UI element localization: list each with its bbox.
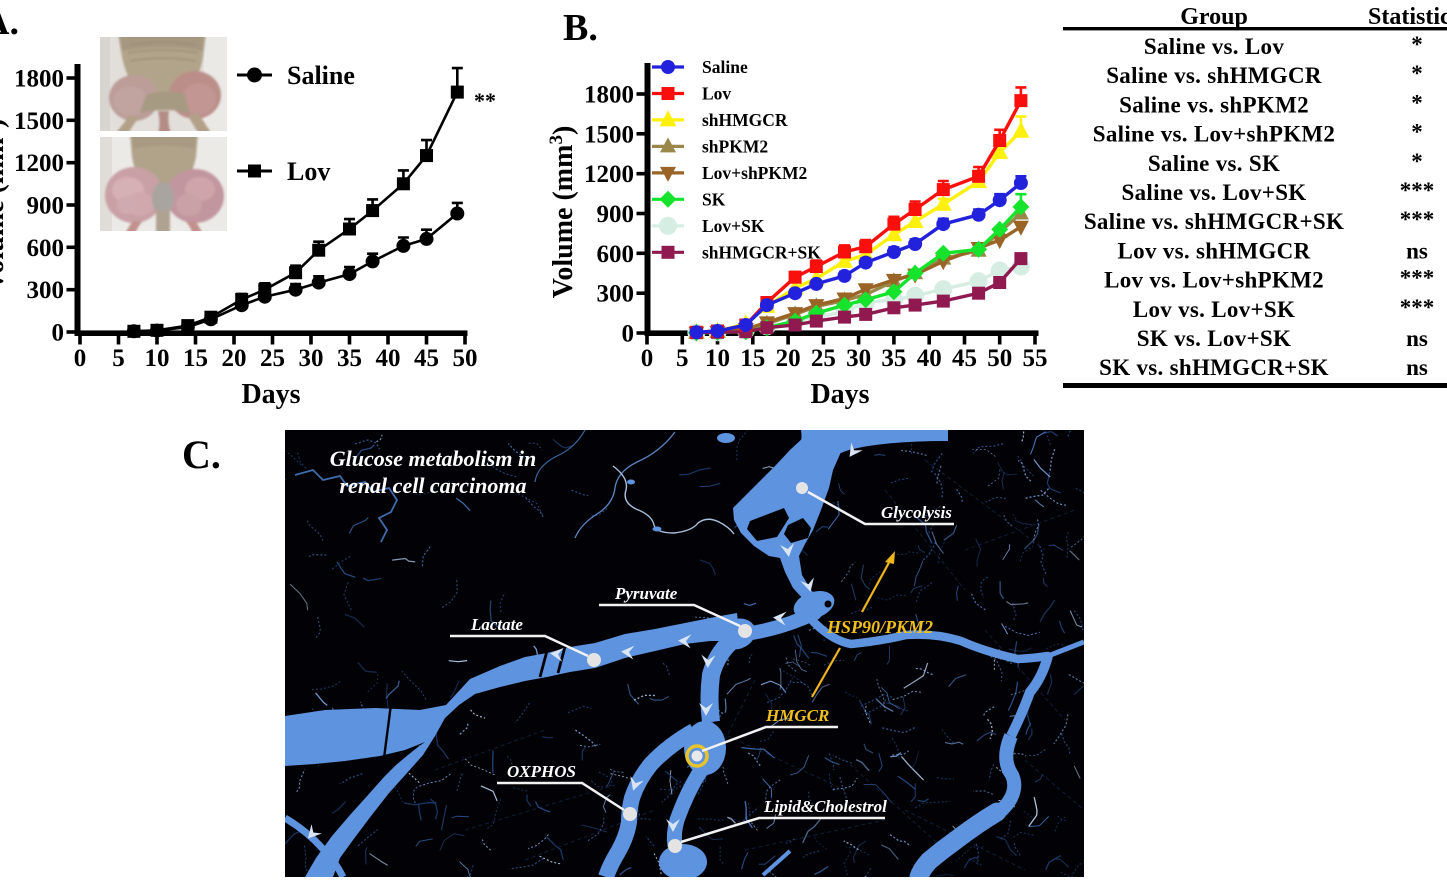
svg-text:Lipid&Cholestrol: Lipid&Cholestrol xyxy=(763,797,887,816)
svg-text:Lov+SK: Lov+SK xyxy=(702,216,765,236)
svg-text:*: * xyxy=(1411,120,1423,145)
svg-text:***: *** xyxy=(1400,266,1435,291)
svg-text:300: 300 xyxy=(27,277,65,304)
svg-text:40: 40 xyxy=(376,345,401,372)
svg-text:10: 10 xyxy=(145,345,170,372)
svg-text:45: 45 xyxy=(952,345,977,372)
svg-text:SK vs. Lov+SK: SK vs. Lov+SK xyxy=(1137,326,1291,351)
svg-text:Volume (mm3): Volume (mm3) xyxy=(0,119,10,292)
svg-text:Saline vs. shPKM2: Saline vs. shPKM2 xyxy=(1119,92,1309,117)
svg-text:0: 0 xyxy=(52,320,65,347)
svg-text:Lov vs. Lov+SK: Lov vs. Lov+SK xyxy=(1133,297,1295,322)
svg-text:***: *** xyxy=(1400,178,1435,203)
svg-text:0: 0 xyxy=(641,345,654,372)
svg-text:Volume (mm3): Volume (mm3) xyxy=(546,126,579,299)
svg-text:shPKM2: shPKM2 xyxy=(702,136,768,156)
svg-text:Lov: Lov xyxy=(287,157,330,186)
svg-text:1500: 1500 xyxy=(584,121,634,148)
svg-text:1800: 1800 xyxy=(584,82,634,109)
svg-text:1200: 1200 xyxy=(14,150,64,177)
svg-text:*: * xyxy=(1411,61,1423,86)
svg-text:Saline: Saline xyxy=(702,57,748,77)
svg-text:Lov: Lov xyxy=(702,84,731,104)
svg-text:***: *** xyxy=(1400,207,1435,232)
svg-text:C.: C. xyxy=(182,432,221,477)
svg-text:Statistic: Statistic xyxy=(1368,4,1447,30)
svg-text:900: 900 xyxy=(27,193,65,220)
svg-text:Lov vs. Lov+shPKM2: Lov vs. Lov+shPKM2 xyxy=(1104,268,1324,293)
svg-text:ns: ns xyxy=(1406,326,1428,351)
svg-text:Days: Days xyxy=(810,379,869,410)
svg-text:55: 55 xyxy=(1023,345,1048,372)
svg-text:Lactate: Lactate xyxy=(470,615,523,634)
svg-text:Saline vs. Lov+shPKM2: Saline vs. Lov+shPKM2 xyxy=(1093,122,1335,147)
svg-text:35: 35 xyxy=(881,345,906,372)
svg-text:0: 0 xyxy=(74,345,87,372)
svg-text:SK: SK xyxy=(702,189,726,209)
svg-text:*: * xyxy=(1411,149,1423,174)
svg-text:5: 5 xyxy=(112,345,125,372)
svg-text:1800: 1800 xyxy=(14,66,64,93)
svg-text:Glycolysis: Glycolysis xyxy=(881,503,952,522)
svg-text:A.: A. xyxy=(0,1,19,43)
svg-text:Saline vs. Lov: Saline vs. Lov xyxy=(1144,34,1285,59)
svg-text:SK vs. shHMGCR+SK: SK vs. shHMGCR+SK xyxy=(1099,355,1329,380)
svg-text:Lov vs. shHMGCR: Lov vs. shHMGCR xyxy=(1118,238,1311,263)
svg-text:**: ** xyxy=(474,88,496,113)
svg-text:30: 30 xyxy=(846,345,871,372)
svg-text:5: 5 xyxy=(676,345,689,372)
svg-text:Days: Days xyxy=(241,379,300,410)
svg-text:1200: 1200 xyxy=(584,161,634,188)
svg-text:*: * xyxy=(1411,90,1423,115)
svg-text:600: 600 xyxy=(27,235,65,262)
svg-text:300: 300 xyxy=(597,281,635,308)
svg-text:renal cell carcinoma: renal cell carcinoma xyxy=(340,473,527,498)
svg-text:Saline vs. shHMGCR: Saline vs. shHMGCR xyxy=(1106,63,1322,88)
svg-text:25: 25 xyxy=(811,345,836,372)
svg-text:shHMGCR+SK: shHMGCR+SK xyxy=(702,242,821,262)
svg-text:*: * xyxy=(1411,32,1423,57)
svg-text:25: 25 xyxy=(260,345,285,372)
svg-text:15: 15 xyxy=(183,345,208,372)
svg-text:***: *** xyxy=(1400,295,1435,320)
svg-text:50: 50 xyxy=(987,345,1012,372)
svg-text:ns: ns xyxy=(1406,355,1428,380)
svg-text:HMGCR: HMGCR xyxy=(765,706,829,725)
svg-text:Pyruvate: Pyruvate xyxy=(614,584,678,603)
svg-text:0: 0 xyxy=(622,321,635,348)
svg-text:20: 20 xyxy=(222,345,247,372)
svg-text:30: 30 xyxy=(299,345,324,372)
svg-text:Saline vs. shHMGCR+SK: Saline vs. shHMGCR+SK xyxy=(1084,209,1344,234)
svg-text:Glucose metabolism in: Glucose metabolism in xyxy=(330,446,537,471)
svg-text:Saline: Saline xyxy=(287,61,355,90)
svg-text:ns: ns xyxy=(1406,238,1428,263)
svg-text:1500: 1500 xyxy=(14,108,64,135)
svg-text:OXPHOS: OXPHOS xyxy=(507,762,576,781)
svg-text:20: 20 xyxy=(776,345,801,372)
svg-text:shHMGCR: shHMGCR xyxy=(702,110,788,130)
svg-text:Saline vs. SK: Saline vs. SK xyxy=(1148,151,1280,176)
svg-text:50: 50 xyxy=(453,345,478,372)
svg-text:15: 15 xyxy=(740,345,765,372)
svg-text:Group: Group xyxy=(1180,4,1248,30)
svg-text:10: 10 xyxy=(705,345,730,372)
svg-text:Saline vs. Lov+SK: Saline vs. Lov+SK xyxy=(1121,180,1306,205)
svg-text:900: 900 xyxy=(597,201,635,228)
svg-text:Lov+shPKM2: Lov+shPKM2 xyxy=(702,163,807,183)
svg-text:35: 35 xyxy=(337,345,362,372)
svg-text:40: 40 xyxy=(917,345,942,372)
svg-text:600: 600 xyxy=(597,241,635,268)
svg-text:HSP90/PKM2: HSP90/PKM2 xyxy=(826,617,933,637)
svg-text:45: 45 xyxy=(414,345,439,372)
svg-text:B.: B. xyxy=(563,7,598,49)
